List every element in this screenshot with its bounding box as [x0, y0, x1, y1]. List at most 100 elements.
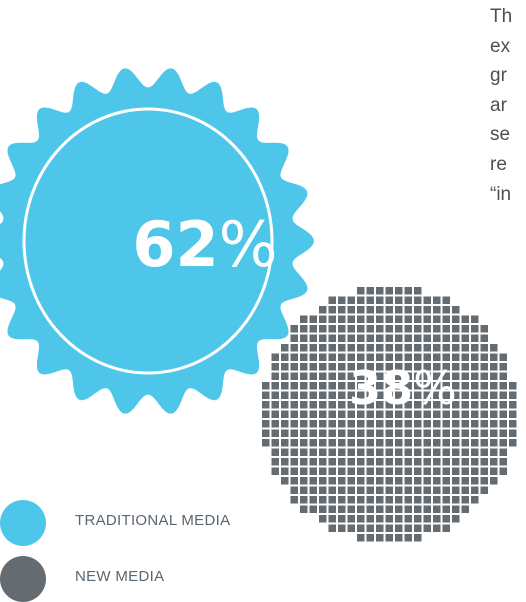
mosaic-tile	[395, 372, 403, 380]
mosaic-tile	[328, 353, 336, 361]
mosaic-tile	[433, 372, 441, 380]
mosaic-tile	[452, 401, 460, 409]
mosaic-tile	[357, 534, 365, 542]
mosaic-tile	[385, 391, 393, 399]
mosaic-tile	[404, 496, 412, 504]
mosaic-tile	[471, 372, 479, 380]
mosaic-tile	[385, 344, 393, 352]
mosaic-tile	[499, 467, 507, 475]
mosaic-tile	[357, 372, 365, 380]
mosaic-tile	[376, 382, 384, 390]
mosaic-tile	[509, 439, 517, 447]
mosaic-tile	[376, 429, 384, 437]
mosaic-tile	[423, 382, 431, 390]
mosaic-tile	[490, 401, 498, 409]
mosaic-tile	[471, 334, 479, 342]
mosaic-tile	[490, 477, 498, 485]
mosaic-tile	[281, 420, 289, 428]
mosaic-tile	[414, 420, 422, 428]
mosaic-tile	[366, 477, 374, 485]
mosaic-tile	[490, 439, 498, 447]
mosaic-tile	[385, 467, 393, 475]
mosaic-tile	[366, 287, 374, 295]
mosaic-tile	[376, 401, 384, 409]
mosaic-tile	[347, 344, 355, 352]
mosaic-tile	[347, 429, 355, 437]
mosaic-tile	[423, 477, 431, 485]
mosaic-tile	[319, 306, 327, 314]
mosaic-tile	[490, 458, 498, 466]
mosaic-tile	[281, 401, 289, 409]
mosaic-tile	[376, 458, 384, 466]
mosaic-tile	[300, 477, 308, 485]
mosaic-tile	[376, 534, 384, 542]
side-text-line: se	[490, 124, 511, 146]
mosaic-tile	[300, 439, 308, 447]
mosaic-tile	[366, 306, 374, 314]
mosaic-tile	[404, 372, 412, 380]
mosaic-tile	[461, 439, 469, 447]
mosaic-tile	[452, 334, 460, 342]
mosaic-tile	[319, 429, 327, 437]
mosaic-tile	[271, 410, 279, 418]
mosaic-tile	[433, 467, 441, 475]
mosaic-tile	[385, 477, 393, 485]
mosaic-tile	[414, 353, 422, 361]
mosaic-tile	[338, 467, 346, 475]
mosaic-tile	[442, 382, 450, 390]
mosaic-tile	[452, 420, 460, 428]
mosaic-tile	[366, 429, 374, 437]
mosaic-tile	[395, 410, 403, 418]
mosaic-tile	[480, 382, 488, 390]
mosaic-tile	[385, 505, 393, 513]
mosaic-tile	[414, 439, 422, 447]
mosaic-tile	[461, 401, 469, 409]
mosaic-tile	[414, 534, 422, 542]
mosaic-tile	[281, 458, 289, 466]
mosaic-tile	[414, 496, 422, 504]
mosaic-tile	[499, 410, 507, 418]
mosaic-tile	[347, 325, 355, 333]
mosaic-tile	[290, 401, 298, 409]
mosaic-tile	[442, 410, 450, 418]
mosaic-tile	[442, 458, 450, 466]
mosaic-tile	[376, 505, 384, 513]
mosaic-tile	[366, 344, 374, 352]
mosaic-tile	[281, 344, 289, 352]
mosaic-tile	[290, 353, 298, 361]
mosaic-tile	[366, 420, 374, 428]
mosaic-tile	[414, 486, 422, 494]
mosaic-tile	[338, 505, 346, 513]
mosaic-tile	[309, 477, 317, 485]
mosaic-tile	[480, 420, 488, 428]
mosaic-tile	[281, 363, 289, 371]
mosaic-tile	[452, 458, 460, 466]
mosaic-tile	[442, 334, 450, 342]
mosaic-tile	[300, 325, 308, 333]
mosaic-tile	[404, 429, 412, 437]
mosaic-tile	[499, 458, 507, 466]
mosaic-tile	[376, 325, 384, 333]
mosaic-tile	[461, 477, 469, 485]
mosaic-tile	[480, 439, 488, 447]
mosaic-tile	[347, 515, 355, 523]
mosaic-tile	[366, 334, 374, 342]
mosaic-tile	[509, 391, 517, 399]
mosaic-tile	[480, 353, 488, 361]
mosaic-tile	[376, 363, 384, 371]
mosaic-tile	[328, 439, 336, 447]
mosaic-tile	[414, 325, 422, 333]
mosaic-tile	[414, 315, 422, 323]
mosaic-tile	[442, 515, 450, 523]
mosaic-tile	[452, 410, 460, 418]
mosaic-tile	[480, 391, 488, 399]
mosaic-tile	[328, 448, 336, 456]
mosaic-tile	[357, 486, 365, 494]
mosaic-tile	[357, 353, 365, 361]
mosaic-tile	[404, 344, 412, 352]
mosaic-tile	[414, 429, 422, 437]
mosaic-tile	[366, 315, 374, 323]
mosaic-tile	[366, 505, 374, 513]
mosaic-tile	[414, 401, 422, 409]
mosaic-tile	[404, 287, 412, 295]
